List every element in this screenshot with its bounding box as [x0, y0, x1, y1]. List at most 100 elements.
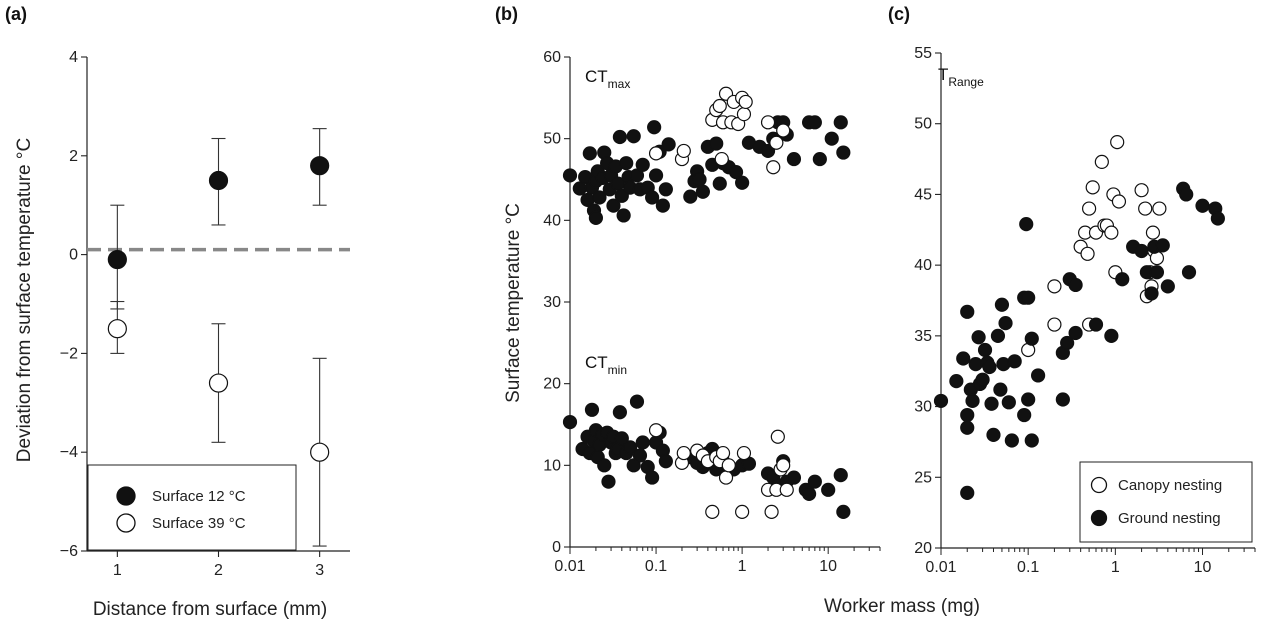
point-filled [801, 486, 817, 502]
point-filled [1068, 325, 1083, 341]
point-open [208, 373, 229, 393]
point-filled [592, 190, 607, 205]
point-filled [1004, 433, 1019, 448]
point-filled [208, 170, 229, 191]
legend-a-filled-marker [116, 486, 136, 506]
panel-a-legend: Surface 12 °C Surface 39 °C [87, 464, 297, 551]
point-filled [658, 454, 673, 469]
legend-a-open-marker [116, 513, 136, 533]
point-filled [1149, 265, 1165, 280]
x-tick-label: 3 [315, 562, 324, 579]
point-filled [986, 427, 1001, 442]
x-tick-label: 0.1 [1017, 559, 1039, 576]
point-filled [1144, 286, 1159, 301]
point-open [1111, 194, 1127, 209]
shared-xlabel-worker-mass: Worker mass (mg) [824, 596, 980, 617]
panel-c: (c) 20 25 30 35 40 45 50 55 0.01 0.1 1 10 TRange Ca… [888, 4, 1256, 576]
y-tick-label: 50 [543, 131, 561, 148]
point-filled [683, 189, 698, 204]
panel-b-annotation-ctmin: CTmin [585, 353, 627, 377]
point-filled [824, 131, 839, 146]
y-tick-label: −6 [60, 543, 78, 560]
point-filled [728, 165, 744, 180]
y-tick-label: 30 [914, 399, 932, 416]
point-open [1085, 180, 1100, 195]
point-filled [821, 482, 836, 497]
point-filled [786, 151, 802, 167]
point-filled [960, 420, 975, 435]
point-filled [977, 342, 993, 358]
point-open [718, 470, 734, 485]
point-open [1145, 225, 1161, 240]
panel-a: (a) −6 −4 −2 0 2 4 1 2 3 Distance from surface (… [5, 4, 350, 620]
point-filled [1155, 238, 1170, 253]
point-filled [645, 190, 660, 205]
legend-c-open-marker [1090, 476, 1108, 494]
point-filled [1024, 433, 1039, 448]
x-tick-label: 10 [1194, 559, 1212, 576]
panel-c-annotation-trange: TRange [938, 65, 984, 89]
point-filled [1181, 265, 1197, 280]
point-open [1152, 201, 1167, 216]
y-tick-label: −2 [60, 345, 78, 362]
point-filled [836, 145, 851, 160]
panel-a-axes: −6 −4 −2 0 2 4 1 2 3 [60, 49, 350, 579]
point-open [736, 107, 752, 122]
point-open [760, 115, 776, 130]
point-open [1110, 135, 1125, 150]
y-tick-label: 20 [914, 540, 932, 557]
point-open [738, 94, 753, 110]
point-open [721, 458, 736, 473]
point-filled [786, 470, 802, 485]
point-filled [1024, 331, 1039, 346]
point-filled [623, 440, 638, 455]
point-filled [1017, 407, 1032, 423]
point-filled [960, 407, 975, 423]
panel-a-xlabel: Distance from surface (mm) [93, 599, 327, 620]
point-filled [709, 136, 724, 151]
panel-b-ylabel: Surface temperature °C [503, 203, 524, 403]
y-tick-label: 30 [543, 294, 561, 311]
point-filled [949, 374, 964, 389]
point-filled [588, 210, 604, 225]
point-open [712, 98, 727, 114]
point-filled [1134, 243, 1149, 259]
point-filled [1088, 317, 1104, 332]
point-filled [632, 448, 648, 463]
point-filled [1019, 217, 1034, 232]
point-open [776, 458, 791, 473]
y-tick-label: 10 [543, 457, 561, 474]
panel-c-legend: Canopy nesting Ground nesting [1079, 461, 1253, 543]
point-filled [107, 249, 127, 270]
point-filled [1001, 395, 1016, 410]
legend-c-label-open: Canopy nesting [1118, 477, 1222, 494]
point-open [107, 319, 127, 339]
point-open [1138, 201, 1153, 216]
point-open [735, 504, 750, 519]
point-filled [645, 470, 660, 485]
panel-a-label: (a) [5, 4, 27, 24]
point-filled [965, 393, 980, 409]
point-open [769, 135, 784, 150]
point-filled [968, 357, 983, 372]
point-filled [833, 115, 848, 130]
panel-b-axes: 0 10 20 30 40 50 60 0.01 0.1 1 10 [543, 49, 881, 575]
y-tick-label: −4 [60, 444, 78, 461]
point-filled [1021, 290, 1036, 305]
y-tick-label: 2 [69, 148, 78, 165]
point-filled [990, 328, 1006, 343]
point-filled [562, 414, 578, 430]
x-tick-label: 10 [819, 558, 837, 575]
point-filled [807, 474, 822, 489]
y-tick-label: 4 [69, 49, 78, 66]
point-open [676, 445, 691, 461]
x-tick-label: 1 [113, 562, 122, 579]
point-filled [582, 146, 597, 161]
point-open [1104, 225, 1119, 240]
point-filled [1195, 198, 1210, 213]
point-filled [601, 474, 616, 489]
point-filled [606, 198, 621, 213]
point-open [1082, 201, 1097, 216]
legend-a-label-filled: Surface 12 °C [152, 488, 246, 505]
